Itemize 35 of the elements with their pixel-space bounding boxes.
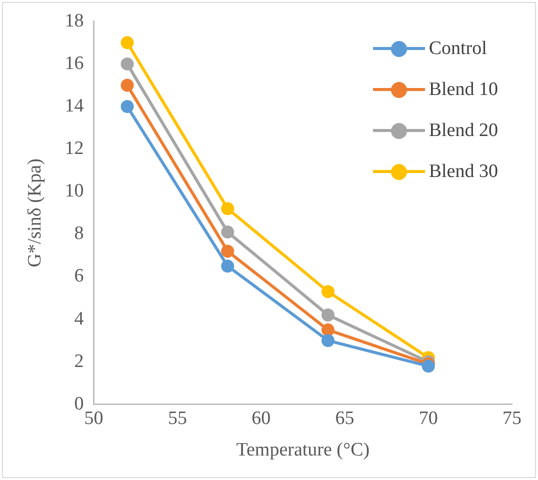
- x-tick-label: 60: [252, 408, 271, 429]
- y-tick-label: 6: [74, 266, 84, 287]
- point: [120, 36, 134, 50]
- x-tick-label: 70: [418, 408, 438, 429]
- legend-label: Control: [428, 38, 487, 60]
- y-tick-label: 2: [74, 350, 84, 372]
- legend-label: Blend 30: [428, 160, 498, 182]
- point: [221, 244, 234, 258]
- y-tick-label: 12: [64, 138, 84, 160]
- y-tick-label: 0: [74, 393, 84, 414]
- y-tick-label: 4: [74, 308, 84, 330]
- point: [321, 285, 334, 298]
- y-tick-label: 10: [64, 180, 84, 202]
- x-tick-label: 55: [168, 408, 187, 429]
- y-tick-label: 18: [64, 10, 84, 32]
- x-tick-label: 75: [502, 408, 522, 429]
- point: [120, 78, 134, 92]
- point: [221, 202, 234, 216]
- y-tick-label: 14: [64, 95, 84, 116]
- legend-label: Blend 20: [428, 120, 498, 142]
- point: [120, 100, 134, 114]
- x-tick-label: 50: [84, 408, 104, 429]
- point: [120, 57, 134, 70]
- y-tick-label: 8: [74, 223, 84, 244]
- point: [321, 308, 334, 322]
- point: [221, 260, 234, 273]
- y-axis-title: G*/sinδ (Kpa): [24, 158, 46, 268]
- point: [321, 334, 334, 348]
- point: [221, 226, 234, 239]
- x-tick-label: 65: [335, 408, 354, 429]
- y-tick-label: 16: [64, 52, 84, 74]
- point: [321, 323, 334, 336]
- legend-label: Blend 10: [428, 78, 498, 100]
- x-axis-title: Temperature (°C): [236, 440, 370, 461]
- point: [422, 360, 435, 373]
